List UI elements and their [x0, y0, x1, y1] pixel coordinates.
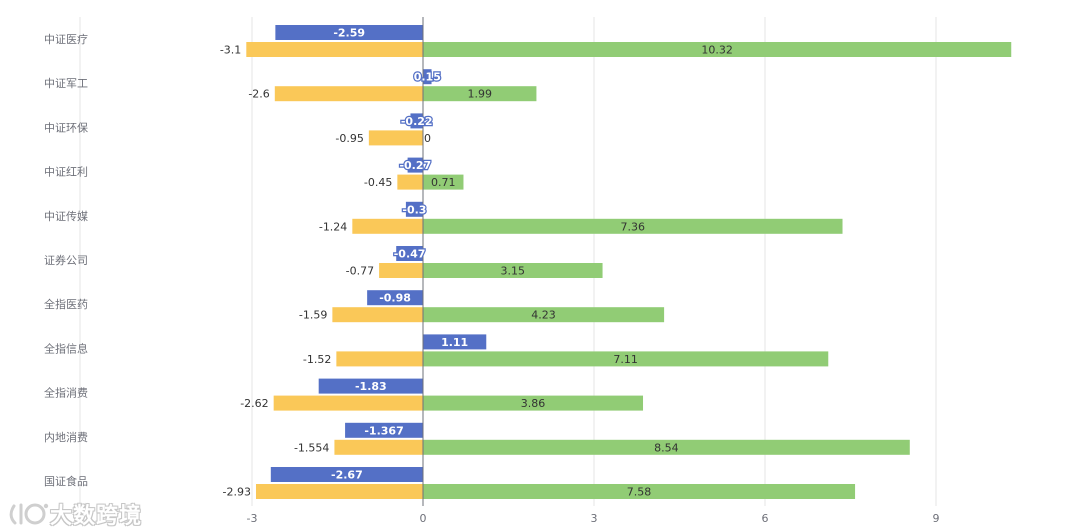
bar-series-1	[410, 113, 423, 129]
bar-series-3	[423, 395, 644, 411]
data-labels: -2.59 -3.1 10.32 0.15 -2.6 1.99 -0.22 -0.95 0 -0.…	[220, 25, 733, 499]
category-label: 证券公司	[44, 253, 88, 267]
bar-series-2	[334, 439, 423, 455]
axes: -3 0 3 6 9 中证医疗中证军工中证环保中证红利中证传媒证券公司全指医药全指信息全指…	[44, 17, 940, 525]
bar-series-1	[407, 157, 423, 173]
data-label-series-3: 3.86	[521, 397, 546, 410]
bar-series-1	[270, 467, 423, 482]
watermark-logo-icon	[9, 503, 49, 525]
data-label-series-1: -0.98	[379, 292, 411, 305]
data-label-series-2: -3.1	[220, 44, 241, 57]
bar-series-1	[423, 69, 432, 85]
data-label-series-3: 10.32	[701, 44, 733, 57]
x-tick-label: 6	[762, 512, 769, 525]
data-label-series-3: 0	[424, 132, 431, 145]
category-label: 中证红利	[44, 166, 88, 179]
data-label-series-1: 1.11	[441, 336, 468, 349]
bar-series-3	[423, 218, 843, 234]
bar-series-1	[318, 378, 423, 394]
x-tick-label: 9	[933, 512, 940, 525]
data-label-series-1: -2.59	[333, 27, 365, 40]
data-label-series-3: 8.54	[654, 441, 679, 454]
category-label: 中证传媒	[44, 210, 88, 223]
bars	[246, 25, 1012, 499]
category-label: 内地消费	[44, 430, 88, 444]
category-label: 国证食品	[44, 474, 88, 488]
bar-series-2	[336, 351, 423, 367]
data-label-series-3: 7.11	[613, 353, 638, 366]
data-label-series-1: -0.27	[399, 159, 431, 172]
bar-series-3	[423, 351, 829, 367]
bar-series-2	[379, 263, 423, 278]
category-label: 全指医药	[44, 297, 88, 311]
data-label-series-3: 3.15	[501, 265, 526, 278]
data-label-series-2: -2.93	[223, 486, 251, 499]
category-label: 全指信息	[44, 341, 88, 355]
x-tick-label: 3	[591, 512, 598, 525]
bar-series-2	[368, 130, 423, 146]
data-label-series-1: -1.83	[355, 380, 387, 393]
bar-series-3	[423, 42, 1012, 57]
data-label-series-2: -1.52	[303, 353, 331, 366]
data-label-series-3: 4.23	[531, 309, 556, 322]
bar-series-2	[397, 174, 423, 190]
bar-series-1	[396, 246, 423, 261]
x-tick-label: 0	[420, 512, 427, 525]
data-label-series-2: -0.77	[346, 265, 374, 278]
bar-series-3	[423, 307, 665, 323]
bar-series-3	[423, 86, 537, 102]
data-label-series-2: -1.24	[319, 220, 347, 233]
bar-series-3	[423, 174, 464, 190]
data-label-series-3: 1.99	[467, 88, 492, 101]
watermark-text: 大数跨境	[50, 504, 143, 529]
data-label-series-2: -1.554	[294, 441, 329, 454]
data-label-series-1: 0.15	[414, 71, 441, 84]
bar-series-3	[423, 263, 603, 278]
bar-series-2	[274, 86, 423, 102]
bar-series-1	[405, 201, 423, 217]
x-tick-label: -3	[247, 512, 258, 525]
bar-series-1	[345, 422, 423, 438]
data-label-series-2: -1.59	[299, 309, 327, 322]
bar-series-1	[423, 334, 487, 350]
bar-series-2	[246, 42, 423, 57]
data-label-series-2: -2.6	[248, 88, 269, 101]
bar-series-2	[255, 484, 423, 499]
category-label: 中证军工	[44, 77, 88, 90]
data-label-series-2: -0.95	[335, 132, 363, 145]
data-label-series-1: -1.367	[364, 424, 403, 437]
bar-series-3	[423, 439, 910, 455]
bar-series-1	[275, 25, 423, 40]
data-label-series-1: -2.67	[331, 469, 363, 482]
grid-lines	[79, 17, 937, 506]
data-label-series-1: -0.22	[401, 115, 433, 128]
bar-series-2	[352, 218, 423, 234]
watermark: 大数跨境	[8, 498, 142, 530]
category-label: 全指消费	[44, 386, 88, 400]
data-label-series-3: 7.58	[627, 486, 652, 499]
bar-series-1	[367, 290, 423, 306]
data-label-series-3: 0.71	[431, 176, 456, 189]
data-label-series-3: 7.36	[621, 220, 646, 233]
bar-series-2	[273, 395, 423, 411]
category-label: 中证环保	[44, 120, 88, 134]
bar-series-2	[332, 307, 423, 323]
data-label-series-2: -2.62	[240, 397, 268, 410]
data-label-series-1: -0.47	[394, 248, 426, 261]
bar-series-3	[423, 484, 856, 499]
data-label-series-2: -0.45	[364, 176, 392, 189]
data-label-series-1: -0.3	[402, 203, 426, 216]
category-label: 中证医疗	[44, 32, 88, 46]
